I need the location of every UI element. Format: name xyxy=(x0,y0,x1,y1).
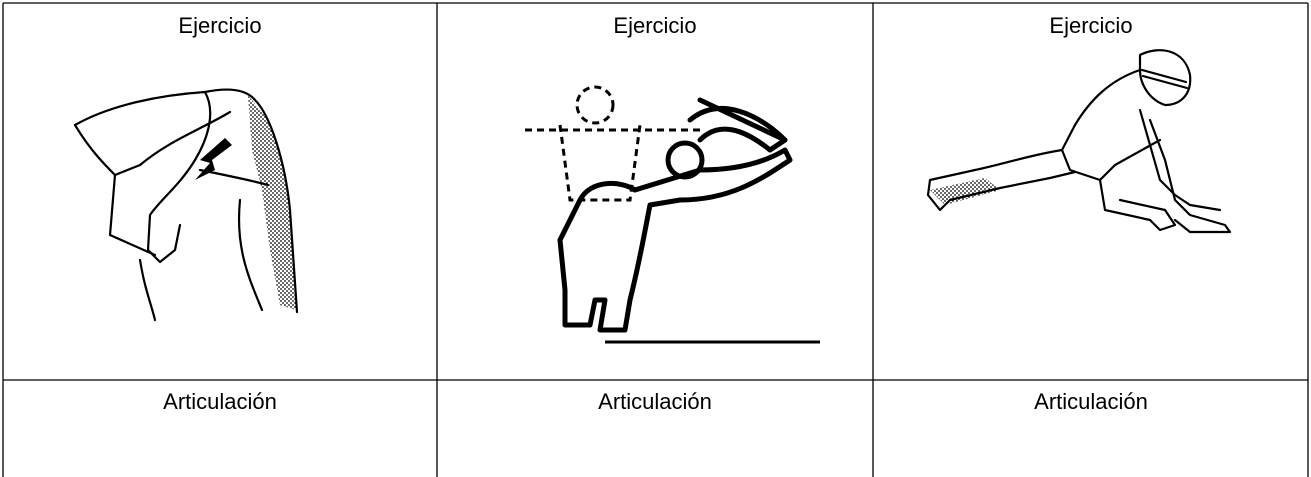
cell-title: Ejercicio xyxy=(178,13,261,38)
illustration-lunge xyxy=(926,49,1232,234)
cell-title: Ejercicio xyxy=(1049,13,1132,38)
illustration-arm-stretch xyxy=(73,88,299,322)
cell-title: Ejercicio xyxy=(613,13,696,38)
cell-label: Articulación xyxy=(598,389,712,414)
cell-label: Articulación xyxy=(1034,389,1148,414)
cell-label: Articulación xyxy=(163,389,277,414)
illustration-bar-exercise xyxy=(525,85,820,344)
